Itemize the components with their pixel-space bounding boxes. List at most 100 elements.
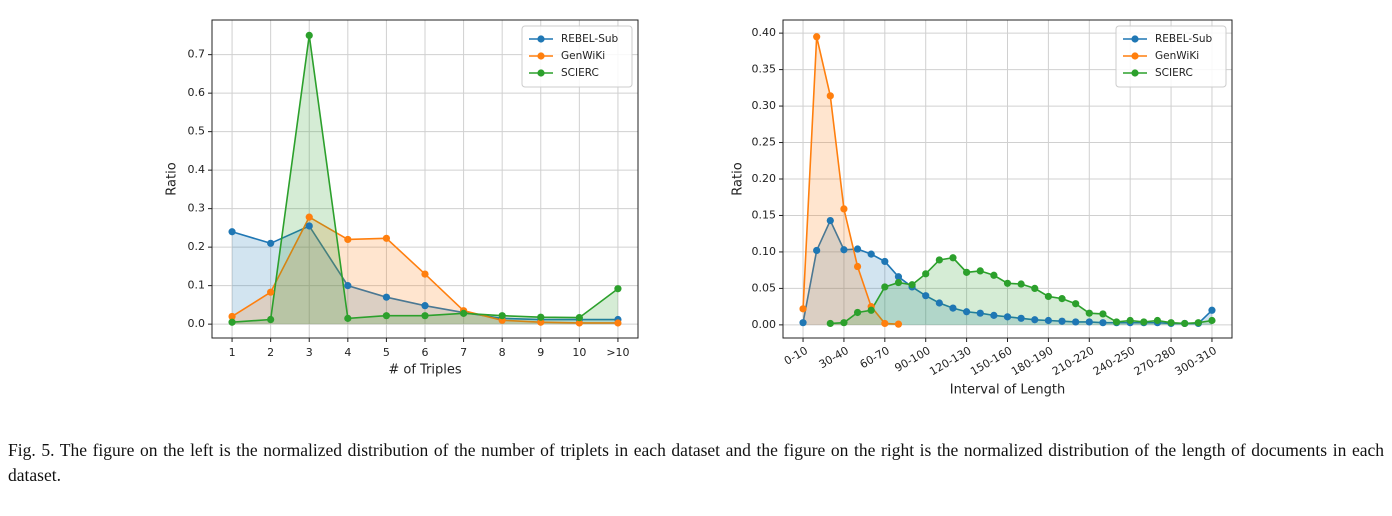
area <box>232 35 618 325</box>
marker <box>867 306 875 314</box>
marker <box>498 312 506 320</box>
caption: Fig. 5. The figure on the left is the no… <box>8 440 1384 485</box>
marker <box>853 262 862 271</box>
marker <box>305 213 313 221</box>
x-tick-label: 60-70 <box>858 344 892 371</box>
marker <box>1167 319 1175 327</box>
marker <box>267 288 275 296</box>
x-tick-label: 6 <box>422 346 429 359</box>
x-tick-label: 8 <box>499 346 506 359</box>
marker <box>799 319 807 327</box>
area <box>232 217 618 325</box>
y-tick-label: 0.15 <box>752 208 777 221</box>
marker <box>1085 309 1093 317</box>
x-tick-label: 0-10 <box>782 344 810 368</box>
marker <box>1208 316 1216 325</box>
marker <box>421 302 429 310</box>
marker <box>894 273 903 281</box>
marker <box>537 318 545 326</box>
x-tick-label: 3 <box>306 346 313 359</box>
marker <box>853 245 862 253</box>
marker <box>1017 280 1025 288</box>
marker <box>826 216 834 225</box>
legend-marker <box>537 52 545 60</box>
y-tick-label: 0.25 <box>752 136 777 149</box>
marker <box>421 270 429 278</box>
marker <box>228 312 236 321</box>
marker <box>1072 300 1080 308</box>
marker <box>305 222 313 230</box>
marker <box>894 278 903 287</box>
marker <box>267 239 275 247</box>
marker <box>1044 292 1052 301</box>
marker <box>881 319 889 328</box>
marker <box>813 33 821 41</box>
x-tick-label: 7 <box>460 346 467 359</box>
marker <box>881 283 889 291</box>
marker <box>922 270 930 278</box>
y-tick-label: 0.3 <box>188 202 206 215</box>
y-tick-label: 0.1 <box>188 279 206 292</box>
marker <box>459 309 468 317</box>
legend-box <box>521 25 633 88</box>
marker <box>344 314 352 322</box>
marker <box>840 246 848 254</box>
x-tick-label: 300-310 <box>1173 344 1219 378</box>
x-tick-label: 90-100 <box>892 344 932 375</box>
area <box>803 220 1212 325</box>
marker <box>382 234 391 242</box>
x-tick-label: 10 <box>572 346 586 359</box>
legend-marker <box>1131 52 1139 60</box>
marker <box>908 281 916 289</box>
legend-label: SCIERC <box>1155 67 1193 79</box>
x-tick-label: 1 <box>229 346 236 359</box>
marker <box>228 228 236 236</box>
marker <box>840 205 848 213</box>
marker <box>799 305 807 313</box>
x-axis-label: Interval of Length <box>950 383 1065 398</box>
marker <box>1140 318 1148 326</box>
marker <box>575 313 583 322</box>
marker <box>421 312 429 320</box>
marker <box>813 246 821 255</box>
marker <box>1031 316 1039 324</box>
marker <box>853 308 862 317</box>
x-tick-label: 210-220 <box>1050 344 1096 378</box>
marker <box>382 293 391 301</box>
marker <box>963 308 971 316</box>
x-axis-label: # of Triples <box>388 363 462 378</box>
marker <box>1003 279 1012 287</box>
y-tick-label: 0.20 <box>752 172 777 185</box>
line <box>802 36 899 325</box>
y-axis-label: Ratio <box>731 162 746 195</box>
marker <box>976 267 984 275</box>
marker <box>267 315 275 324</box>
y-tick-label: 0.05 <box>752 281 777 294</box>
marker <box>1085 318 1093 326</box>
legend-label: SCIERC <box>561 67 599 79</box>
marker <box>949 304 957 312</box>
marker <box>963 268 971 276</box>
marker <box>1208 306 1216 314</box>
marker <box>1031 284 1039 293</box>
legend-marker <box>537 35 545 43</box>
y-axis-label: Ratio <box>165 162 180 195</box>
marker <box>1153 316 1162 325</box>
marker <box>305 31 313 39</box>
legend-label: REBEL-Sub <box>561 33 619 45</box>
figure: 0.0 0.1 0.2 0.3 0.4 0.5 0.6 0.7 1 2 3 4 5 6 7 8 9 10 >10 # … <box>165 19 1233 398</box>
y-tick-label: 0.0 <box>188 317 206 330</box>
y-tick-label: 0.2 <box>188 240 206 253</box>
marker <box>826 319 834 328</box>
legend-label: GenWiKi <box>1155 50 1199 62</box>
marker <box>894 320 903 328</box>
marker <box>614 285 622 293</box>
plot-frame <box>782 19 1233 339</box>
marker <box>1044 316 1052 325</box>
x-tick-label: 120-130 <box>927 344 973 378</box>
marker <box>382 312 391 320</box>
marker <box>537 313 545 321</box>
y-tick-label: 0.10 <box>752 245 777 258</box>
marker <box>976 309 984 317</box>
